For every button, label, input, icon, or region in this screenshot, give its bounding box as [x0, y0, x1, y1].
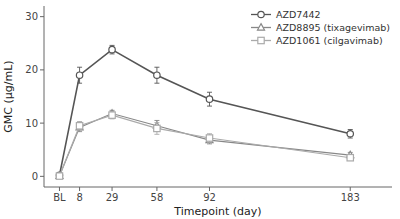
data-point — [56, 172, 62, 178]
data-point — [206, 135, 212, 141]
x-tick — [350, 187, 351, 191]
error-bar — [77, 67, 82, 83]
legend-marker — [258, 11, 264, 17]
y-tick-label: 30 — [25, 11, 38, 22]
data-point — [154, 125, 160, 131]
y-tick — [40, 123, 44, 124]
error-bar — [348, 130, 353, 139]
data-point — [56, 172, 63, 178]
x-tick-label: 92 — [203, 192, 216, 203]
data-point — [76, 123, 82, 129]
x-tick — [112, 187, 113, 191]
data-point — [109, 112, 115, 118]
error-bar — [77, 122, 82, 131]
series — [56, 110, 354, 179]
y-tick-label: 0 — [32, 171, 38, 182]
x-tick-label: 58 — [151, 192, 164, 203]
y-tick-label: 10 — [25, 118, 38, 129]
y-tick — [40, 176, 44, 177]
x-axis-line — [44, 187, 392, 188]
data-point — [109, 46, 115, 52]
plot-area — [56, 45, 354, 179]
legend-label: AZD8895 (tixagevimab) — [276, 22, 390, 33]
legend-marker — [258, 37, 264, 43]
legend-label: AZD1061 (cilgavimab) — [276, 35, 383, 46]
x-tick — [209, 187, 210, 191]
x-tick — [79, 187, 80, 191]
error-bar — [154, 123, 159, 135]
series — [56, 45, 353, 178]
data-point — [347, 131, 353, 137]
data-point — [76, 72, 82, 78]
x-tick — [156, 187, 157, 191]
data-point — [76, 124, 83, 130]
y-tick — [40, 69, 44, 70]
data-point — [347, 155, 353, 161]
error-bar — [207, 92, 212, 106]
series-line — [59, 114, 350, 176]
data-point — [206, 96, 212, 102]
data-point — [56, 173, 62, 179]
series-line — [59, 50, 350, 176]
y-axis-label: GMC (μg/mL) — [2, 60, 15, 132]
error-bar — [154, 67, 159, 83]
y-axis-line — [44, 6, 45, 187]
legend-marker — [257, 24, 264, 30]
error-bar — [207, 134, 212, 143]
x-tick-label: 8 — [76, 192, 82, 203]
series — [56, 111, 353, 179]
error-bar — [110, 111, 115, 118]
x-tick-label: 183 — [341, 192, 360, 203]
x-axis-label: Timepoint (day) — [173, 205, 261, 218]
legend: AZD7442 AZD8895 (tixagevimab) AZD1061 (cil… — [251, 9, 390, 46]
y-tick — [40, 16, 44, 17]
x-tick-label: 29 — [106, 192, 119, 203]
error-bar — [348, 155, 353, 160]
series-line — [59, 115, 350, 176]
y-tick-label: 20 — [25, 64, 38, 75]
data-point — [154, 72, 160, 78]
legend-label: AZD7442 — [276, 9, 321, 20]
error-bar — [110, 45, 115, 54]
x-tick — [59, 187, 60, 191]
x-tick-label: BL — [53, 192, 66, 203]
chart: 0 10 20 30 BL 8 29 58 92 183 Timepoint (day) GMC (μ… — [0, 0, 400, 219]
